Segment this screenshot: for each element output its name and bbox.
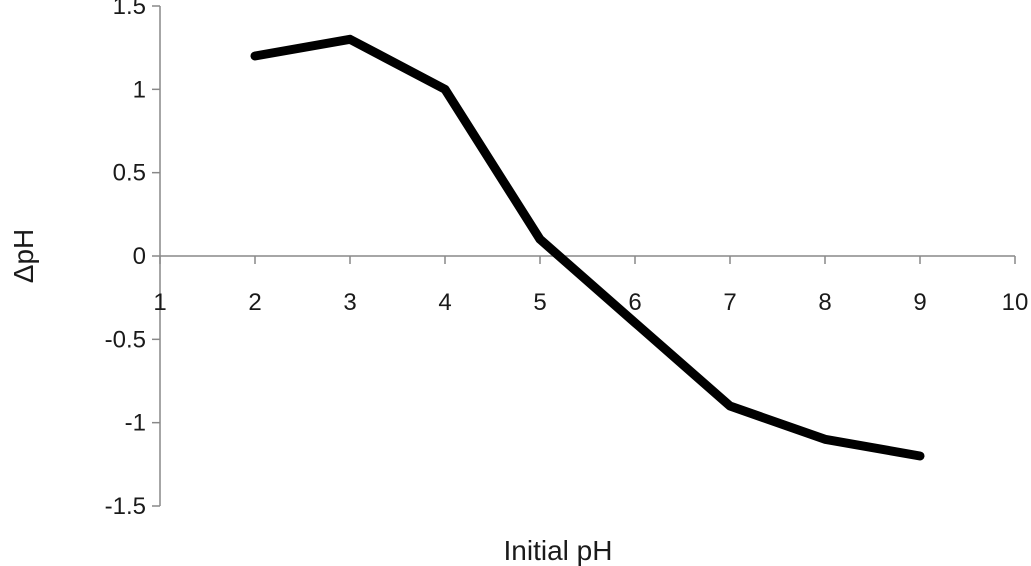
x-tick-label: 10: [1002, 289, 1029, 316]
x-ticks: 1 2 3 4 5 6 7 8 9 10: [153, 256, 1028, 316]
y-tick-label: -0.5: [105, 326, 146, 353]
x-tick-label: 4: [438, 289, 451, 316]
x-tick-label: 5: [533, 289, 546, 316]
y-axis-title: ΔpH: [8, 229, 39, 284]
x-axis-title: Initial pH: [504, 535, 613, 566]
series-line: [250, 34, 925, 461]
series-group: [250, 34, 925, 461]
y-tick-label: 0: [133, 243, 146, 270]
y-tick-label: 1: [133, 76, 146, 103]
y-ticks: 1.5 1 0.5 0 -0.5 -1 -1.5: [105, 0, 160, 520]
axes: 1.5 1 0.5 0 -0.5 -1 -1.5 1 2 3 4 5 6 7 8 9 10: [105, 0, 1029, 520]
x-tick-label: 6: [628, 289, 641, 316]
y-tick-label: 0.5: [113, 160, 146, 187]
x-tick-label: 1: [153, 289, 166, 316]
y-tick-label: -1.5: [105, 493, 146, 520]
x-tick-label: 2: [248, 289, 261, 316]
y-tick-label: -1: [125, 410, 146, 437]
x-tick-label: 7: [723, 289, 736, 316]
x-tick-label: 9: [913, 289, 926, 316]
y-tick-label: 1.5: [113, 0, 146, 20]
x-tick-label: 3: [343, 289, 356, 316]
x-tick-label: 8: [818, 289, 831, 316]
